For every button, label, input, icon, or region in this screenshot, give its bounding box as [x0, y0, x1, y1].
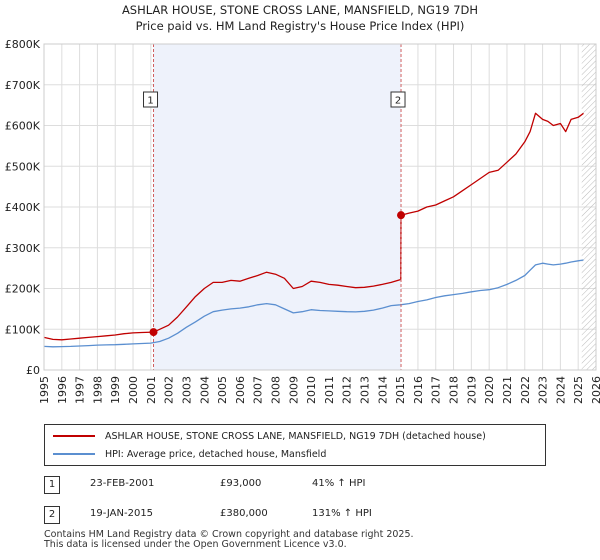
x-tick-label: 1997: [74, 376, 87, 404]
x-tick-label: 2022: [519, 376, 532, 404]
sale-marker-badge: [390, 91, 406, 108]
x-tick-label: 2021: [501, 376, 514, 404]
x-tick-label: 2018: [448, 376, 461, 404]
legend-label-hpi: HPI: Average price, detached house, Mans…: [105, 448, 327, 460]
x-tick-label: 2019: [465, 376, 478, 404]
x-tick-label: 2015: [394, 376, 407, 404]
sale-point: [149, 328, 158, 337]
x-tick-label: 2009: [287, 376, 300, 404]
y-tick-label: £400K: [5, 201, 41, 214]
x-tick-label: 2026: [590, 376, 600, 404]
chart-title: ASHLAR HOUSE, STONE CROSS LANE, MANSFIEL…: [122, 3, 478, 17]
sale-hpi-change: 41% ↑ HPI: [312, 478, 366, 489]
price-chart: ASHLAR HOUSE, STONE CROSS LANE, MANSFIEL…: [5, 3, 600, 404]
x-tick-label: 2023: [537, 376, 550, 404]
legend-item-hpi: HPI: Average price, detached house, Mans…: [53, 446, 326, 462]
series-line: [43, 112, 584, 341]
plot-frame: [43, 43, 597, 371]
y-tick-label: £200K: [5, 283, 41, 296]
legend-label-property: ASHLAR HOUSE, STONE CROSS LANE, MANSFIEL…: [105, 430, 486, 442]
y-tick-label: £600K: [5, 120, 41, 133]
y-tick-label: £500K: [5, 160, 41, 173]
x-tick-label: 2004: [198, 376, 211, 404]
axes: £0 £100K £200K £300K £400K £500K £600K £700K £80…: [5, 38, 600, 404]
attribution-line-1: Contains HM Land Registry data © Crown c…: [44, 529, 414, 540]
y-tick-label: £700K: [5, 79, 41, 92]
x-tick-label: 2003: [180, 376, 193, 404]
attribution: Contains HM Land Registry data © Crown c…: [44, 530, 414, 550]
sale-date: 23-FEB-2001: [90, 478, 155, 489]
x-tick-label: 2017: [430, 376, 443, 404]
x-tick-label: 2000: [127, 376, 140, 404]
sale-price: £93,000: [220, 478, 262, 489]
x-tick-label: 2005: [216, 376, 229, 404]
series-lines: [43, 112, 584, 348]
legend-swatch-property: [53, 435, 95, 437]
x-tick-label: 1996: [56, 376, 69, 404]
attribution-line-2: This data is licensed under the Open Gov…: [44, 539, 347, 550]
x-tick-label: 2016: [412, 376, 425, 404]
legend: ASHLAR HOUSE, STONE CROSS LANE, MANSFIEL…: [44, 424, 546, 466]
x-tick-label: 1998: [91, 376, 104, 404]
y-tick-label: £300K: [5, 242, 41, 255]
sale-point: [397, 211, 406, 220]
x-tick-label: 1995: [38, 376, 51, 404]
x-tick-label: 2020: [483, 376, 496, 404]
shaded-period: [153, 44, 596, 370]
x-tick-label: 2002: [163, 376, 176, 404]
x-tick-label: 1999: [109, 376, 122, 404]
hatched-region: [581, 44, 596, 370]
sale-marker-badge: [143, 91, 159, 108]
x-tick-label: 2014: [376, 376, 389, 404]
y-tick-label: £0: [26, 364, 40, 377]
sale-date: 19-JAN-2015: [90, 508, 154, 519]
sale-badge: 1: [44, 476, 60, 494]
sale-marker-label: 2: [395, 96, 401, 107]
y-tick-label: £100K: [5, 323, 41, 336]
x-tick-label: 2011: [323, 376, 336, 404]
sale-price: £380,000: [220, 508, 268, 519]
ownership-shade: [153, 44, 402, 370]
x-tick-label: 2001: [145, 376, 158, 404]
chart-subtitle: Price paid vs. HM Land Registry's House …: [136, 19, 465, 33]
sale-hpi-change: 131% ↑ HPI: [312, 508, 372, 519]
sale-marker-label: 1: [147, 96, 153, 107]
x-tick-label: 2024: [554, 376, 567, 404]
x-tick-label: 2013: [359, 376, 372, 404]
legend-item-property: ASHLAR HOUSE, STONE CROSS LANE, MANSFIEL…: [53, 428, 486, 444]
x-tick-label: 2010: [305, 376, 318, 404]
legend-swatch-hpi: [53, 453, 95, 455]
x-tick-label: 2025: [572, 376, 585, 404]
x-tick-label: 2012: [341, 376, 354, 404]
series-line: [43, 259, 584, 348]
y-tick-label: £800K: [5, 38, 41, 51]
x-tick-label: 2007: [252, 376, 265, 404]
x-tick-label: 2006: [234, 376, 247, 404]
sale-badge: 2: [44, 506, 60, 524]
x-tick-label: 2008: [269, 376, 282, 404]
